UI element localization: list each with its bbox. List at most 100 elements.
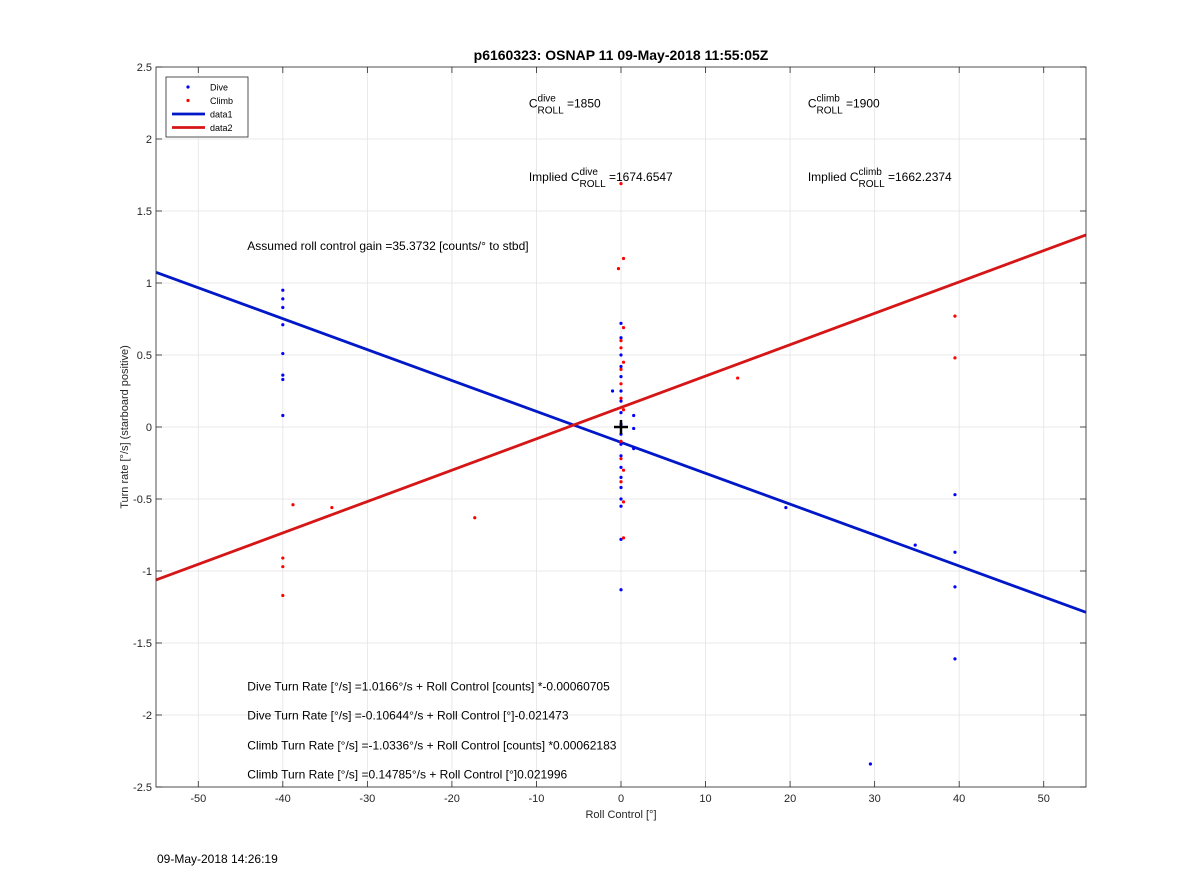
point-dive — [281, 373, 285, 377]
point-dive — [619, 399, 623, 403]
scatter-points — [281, 182, 957, 766]
point-dive — [619, 442, 623, 446]
point-climb — [619, 346, 623, 350]
point-dive — [953, 493, 957, 497]
point-dive — [281, 323, 285, 327]
x-tick-label: 20 — [784, 793, 796, 805]
point-climb — [621, 256, 626, 261]
x-tick-label: 30 — [869, 793, 881, 805]
y-tick-label: -1.5 — [133, 638, 152, 650]
point-dive — [619, 375, 623, 379]
annotation-c-dive: Cdive ROLL =1850 — [529, 93, 601, 116]
point-dive — [953, 585, 957, 589]
point-dive — [619, 504, 623, 508]
point-dive — [281, 377, 285, 382]
point-climb — [473, 516, 477, 520]
y-tick-label: 1 — [146, 278, 152, 290]
y-tick-label: 2.5 — [137, 62, 152, 74]
annotation-eq1: Dive Turn Rate [°/s] =1.0166°/s + Roll C… — [247, 680, 610, 694]
point-dive — [619, 389, 623, 393]
y-tick-label: -2.5 — [133, 782, 152, 794]
point-climb — [619, 382, 623, 386]
point-dive — [619, 321, 623, 325]
y-tick-label: -0.5 — [133, 494, 152, 506]
legend-marker-dive — [186, 85, 190, 89]
point-dive — [632, 447, 636, 451]
timestamp-footer: 09-May-2018 14:26:19 — [157, 852, 278, 866]
annotation-eq4: Climb Turn Rate [°/s] =0.14785°/s + Roll… — [247, 767, 567, 781]
x-tick-label: -20 — [444, 793, 460, 805]
y-tick-label: 0.5 — [137, 350, 152, 362]
point-dive — [619, 364, 623, 369]
point-climb — [619, 396, 623, 400]
point-climb — [281, 556, 285, 560]
point-climb — [953, 356, 957, 360]
point-dive — [619, 411, 623, 415]
point-climb — [621, 468, 626, 472]
point-dive — [619, 336, 623, 340]
point-dive — [619, 537, 623, 541]
point-dive — [784, 506, 788, 510]
point-dive — [632, 426, 636, 431]
x-axis-label: Roll Control [°] — [585, 809, 656, 821]
point-dive — [632, 413, 636, 418]
y-tick-label: 1.5 — [137, 206, 152, 218]
point-dive — [953, 657, 957, 661]
legend-label: Dive — [210, 83, 228, 93]
x-tick-label: -30 — [359, 793, 375, 805]
point-climb — [619, 480, 623, 484]
point-dive — [619, 475, 623, 479]
y-tick-label: 0 — [146, 422, 152, 434]
point-dive — [281, 413, 285, 418]
x-tick-label: 40 — [953, 793, 965, 805]
annotation-gain: Assumed roll control gain =35.3732 [coun… — [247, 239, 528, 253]
y-tick-label: -1 — [142, 566, 152, 578]
annotation-implied-dive: Implied Cdive ROLL =1674.6547 — [529, 167, 673, 190]
legend-label: data1 — [210, 110, 233, 120]
point-dive — [619, 497, 623, 501]
point-climb — [621, 326, 626, 330]
x-tick-label: 0 — [618, 793, 624, 805]
x-tick-label: 50 — [1038, 793, 1050, 805]
point-climb — [621, 536, 626, 540]
annotation-c-climb: Cclimb ROLL =1900 — [808, 93, 880, 116]
axis-ticks: -50 -40 -30 -20 -10 0 10 20 30 40 50-2.5-2-1.5-1-0… — [133, 62, 1086, 805]
point-dive — [619, 485, 623, 490]
y-tick-label: -2 — [142, 710, 152, 722]
point-climb — [330, 506, 334, 510]
point-dive — [610, 389, 615, 393]
x-tick-label: -50 — [190, 793, 206, 805]
point-climb — [281, 565, 285, 569]
point-climb — [736, 376, 740, 380]
point-climb — [621, 500, 626, 504]
point-climb — [619, 457, 623, 461]
annotations: Cdive ROLL =1850 Cclimb ROLL =1900 Implied C… — [247, 93, 952, 781]
legend-label: Climb — [210, 96, 233, 106]
point-climb — [291, 503, 295, 507]
point-dive — [953, 550, 957, 554]
legend-marker-climb — [186, 98, 190, 103]
point-dive — [281, 305, 285, 310]
x-tick-label: 10 — [699, 793, 711, 805]
annotation-eq3: Climb Turn Rate [°/s] =-1.0336°/s + Roll… — [247, 739, 616, 753]
point-dive — [913, 543, 917, 547]
point-dive — [619, 465, 623, 469]
point-climb — [619, 439, 623, 443]
legend: Dive Climb data1 data2 — [165, 76, 249, 138]
point-dive — [281, 297, 285, 301]
annotation-implied-climb: Implied Cclimb ROLL =1662.2374 — [808, 167, 952, 190]
point-climb — [619, 367, 623, 371]
x-tick-label: -10 — [529, 793, 545, 805]
y-tick-label: 2 — [146, 134, 152, 146]
point-climb — [616, 267, 621, 271]
point-climb — [619, 182, 623, 186]
chart-title: p6160323: OSNAP 11 09-May-2018 11:55:05Z — [474, 47, 769, 63]
point-dive — [619, 588, 623, 592]
annotation-eq2: Dive Turn Rate [°/s] =-0.10644°/s + Roll… — [247, 708, 569, 722]
point-climb — [619, 339, 623, 343]
point-climb — [621, 408, 626, 412]
point-climb — [953, 314, 957, 318]
point-dive — [281, 288, 285, 292]
center-marker — [614, 420, 628, 434]
